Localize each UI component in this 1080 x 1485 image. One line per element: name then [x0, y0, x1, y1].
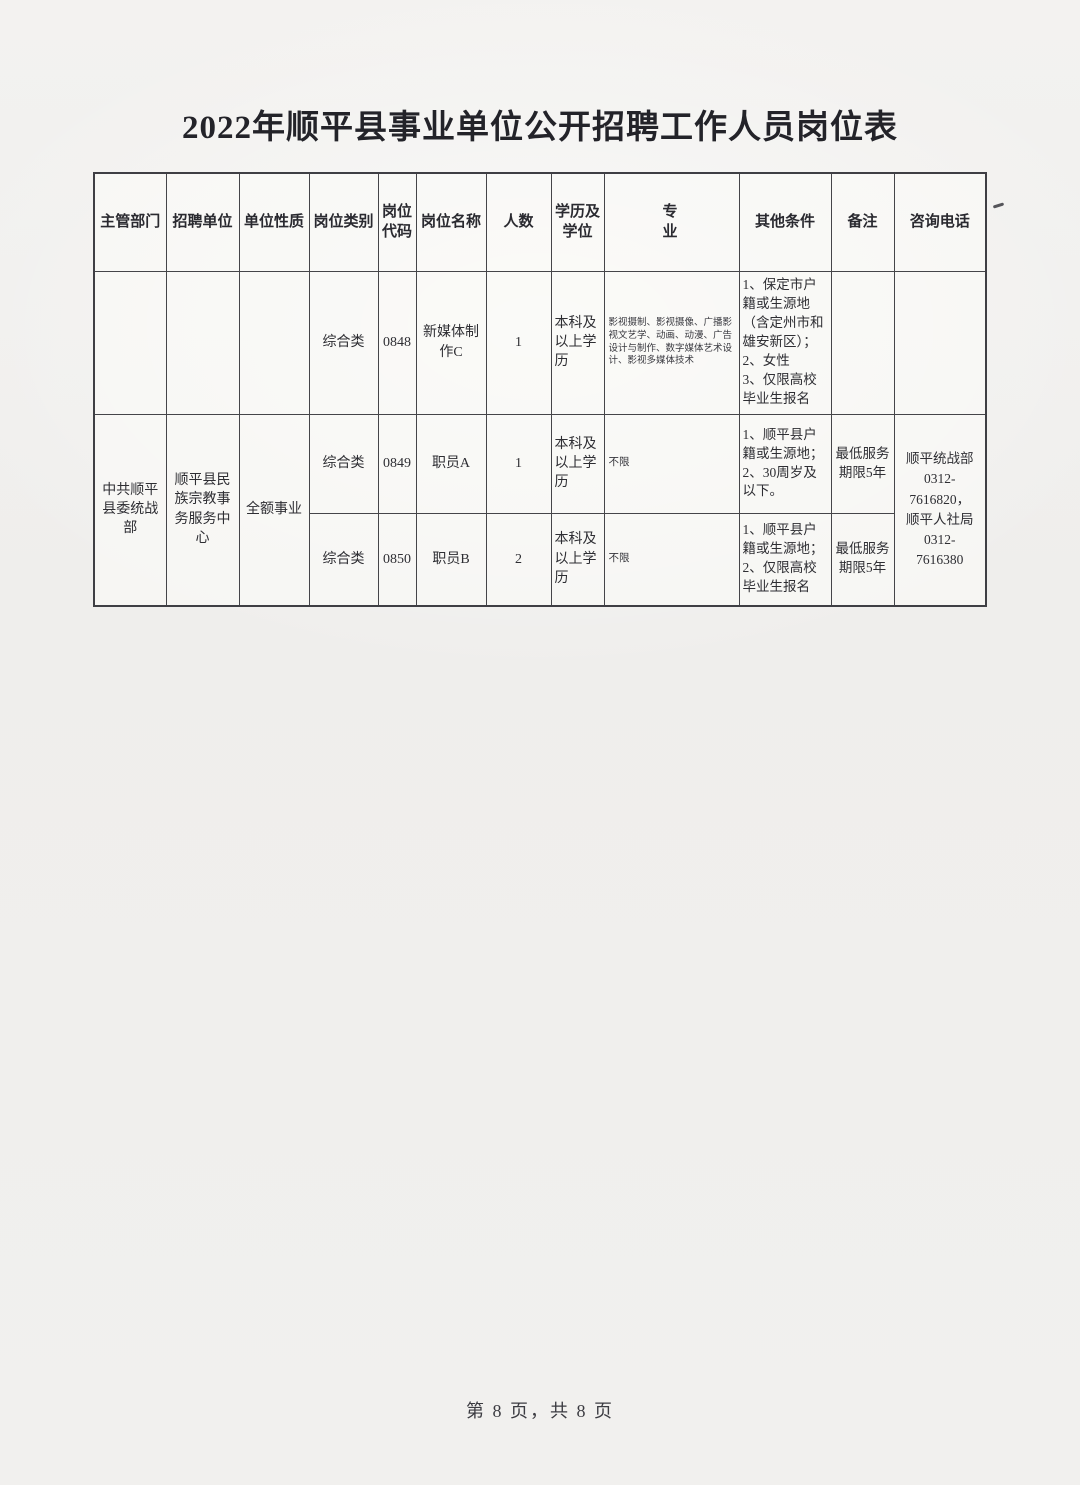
cell-r1-dept: [93, 270, 167, 415]
cell-r2-post: 职员A: [415, 413, 487, 514]
col-header-count: 人数: [485, 172, 552, 272]
cell-merged-employer: 顺平县民族宗教事务服务中心: [165, 413, 240, 607]
cell-r2-code: 0849: [377, 413, 417, 514]
cell-r3-other: 1、顺平县户籍或生源地； 2、仅限高校毕业生报名: [738, 512, 832, 607]
col-header-dept: 主管部门: [93, 172, 167, 272]
col-header-other: 其他条件: [738, 172, 832, 272]
cell-r1-phone: [893, 270, 987, 415]
cell-r3-post: 职员B: [415, 512, 487, 607]
cell-r1-major: 影视摄制、影视摄像、广播影视文艺学、动画、动漫、广告设计与制作、数字媒体艺术设计…: [603, 270, 740, 415]
col-header-major: 专业: [603, 172, 740, 272]
job-positions-table: 主管部门 招聘单位 单位性质 岗位类别 岗位代码 岗位名称 人数 学历及学位 专…: [93, 172, 987, 607]
col-header-category: 岗位类别: [308, 172, 379, 272]
cell-r2-count: 1: [485, 413, 552, 514]
cell-r1-other: 1、保定市户籍或生源地（含定州市和雄安新区）； 2、女性 3、仅限高校毕业生报名: [738, 270, 832, 415]
col-header-employer: 招聘单位: [165, 172, 240, 272]
scan-artifact-mark: [992, 202, 1005, 209]
cell-r1-nature: [238, 270, 310, 415]
col-header-note: 备注: [830, 172, 895, 272]
cell-merged-phone: 顺平统战部 0312- 7616820， 顺平人社局 0312- 7616380: [893, 413, 987, 607]
cell-r2-major: 不限: [603, 413, 740, 514]
cell-r3-code: 0850: [377, 512, 417, 607]
cell-r2-other: 1、顺平县户籍或生源地； 2、30周岁及以下。: [738, 413, 832, 514]
cell-r1-post: 新媒体制作C: [415, 270, 487, 415]
table-body: 主管部门 招聘单位 单位性质 岗位类别 岗位代码 岗位名称 人数 学历及学位 专…: [93, 172, 987, 607]
page-footer: 第 8 页，共 8 页: [466, 1401, 614, 1421]
cell-r2-category: 综合类: [308, 413, 379, 514]
cell-r1-education: 本科及以上学历: [550, 270, 605, 415]
cell-r1-employer: [165, 270, 240, 415]
table-row-0848: 综合类 0848 新媒体制作C 1 本科及以上学历 影视摄制、影视摄像、广播影视…: [93, 270, 987, 415]
page-title: 2022年顺平县事业单位公开招聘工作人员岗位表: [182, 110, 898, 146]
table-header-row: 主管部门 招聘单位 单位性质 岗位类别 岗位代码 岗位名称 人数 学历及学位 专…: [93, 172, 987, 272]
cell-r2-education: 本科及以上学历: [550, 413, 605, 514]
cell-r1-code: 0848: [377, 270, 417, 415]
col-header-nature: 单位性质: [238, 172, 310, 272]
col-header-education: 学历及学位: [550, 172, 605, 272]
cell-merged-dept: 中共顺平县委统战部: [93, 413, 167, 607]
table-row-0849: 中共顺平县委统战部 顺平县民族宗教事务服务中心 全额事业 综合类 0849 职员…: [93, 413, 987, 607]
cell-r1-note: [830, 270, 895, 415]
cell-merged-nature: 全额事业: [238, 413, 310, 607]
col-header-code: 岗位代码: [377, 172, 417, 272]
cell-r1-category: 综合类: [308, 270, 379, 415]
col-header-post: 岗位名称: [415, 172, 487, 272]
cell-r3-note: 最低服务期限5年: [830, 512, 895, 607]
cell-r1-count: 1: [485, 270, 552, 415]
cell-r3-major: 不限: [603, 512, 740, 607]
cell-r2-note: 最低服务期限5年: [830, 413, 895, 514]
table-row-0850: 综合类 0850 职员B 2 本科及以上学历 不限 1、顺平县户籍或生源地； 2…: [94, 512, 986, 607]
cell-r3-category: 综合类: [308, 512, 379, 607]
cell-r3-education: 本科及以上学历: [550, 512, 605, 607]
cell-r3-count: 2: [485, 512, 552, 607]
col-header-phone: 咨询电话: [893, 172, 987, 272]
